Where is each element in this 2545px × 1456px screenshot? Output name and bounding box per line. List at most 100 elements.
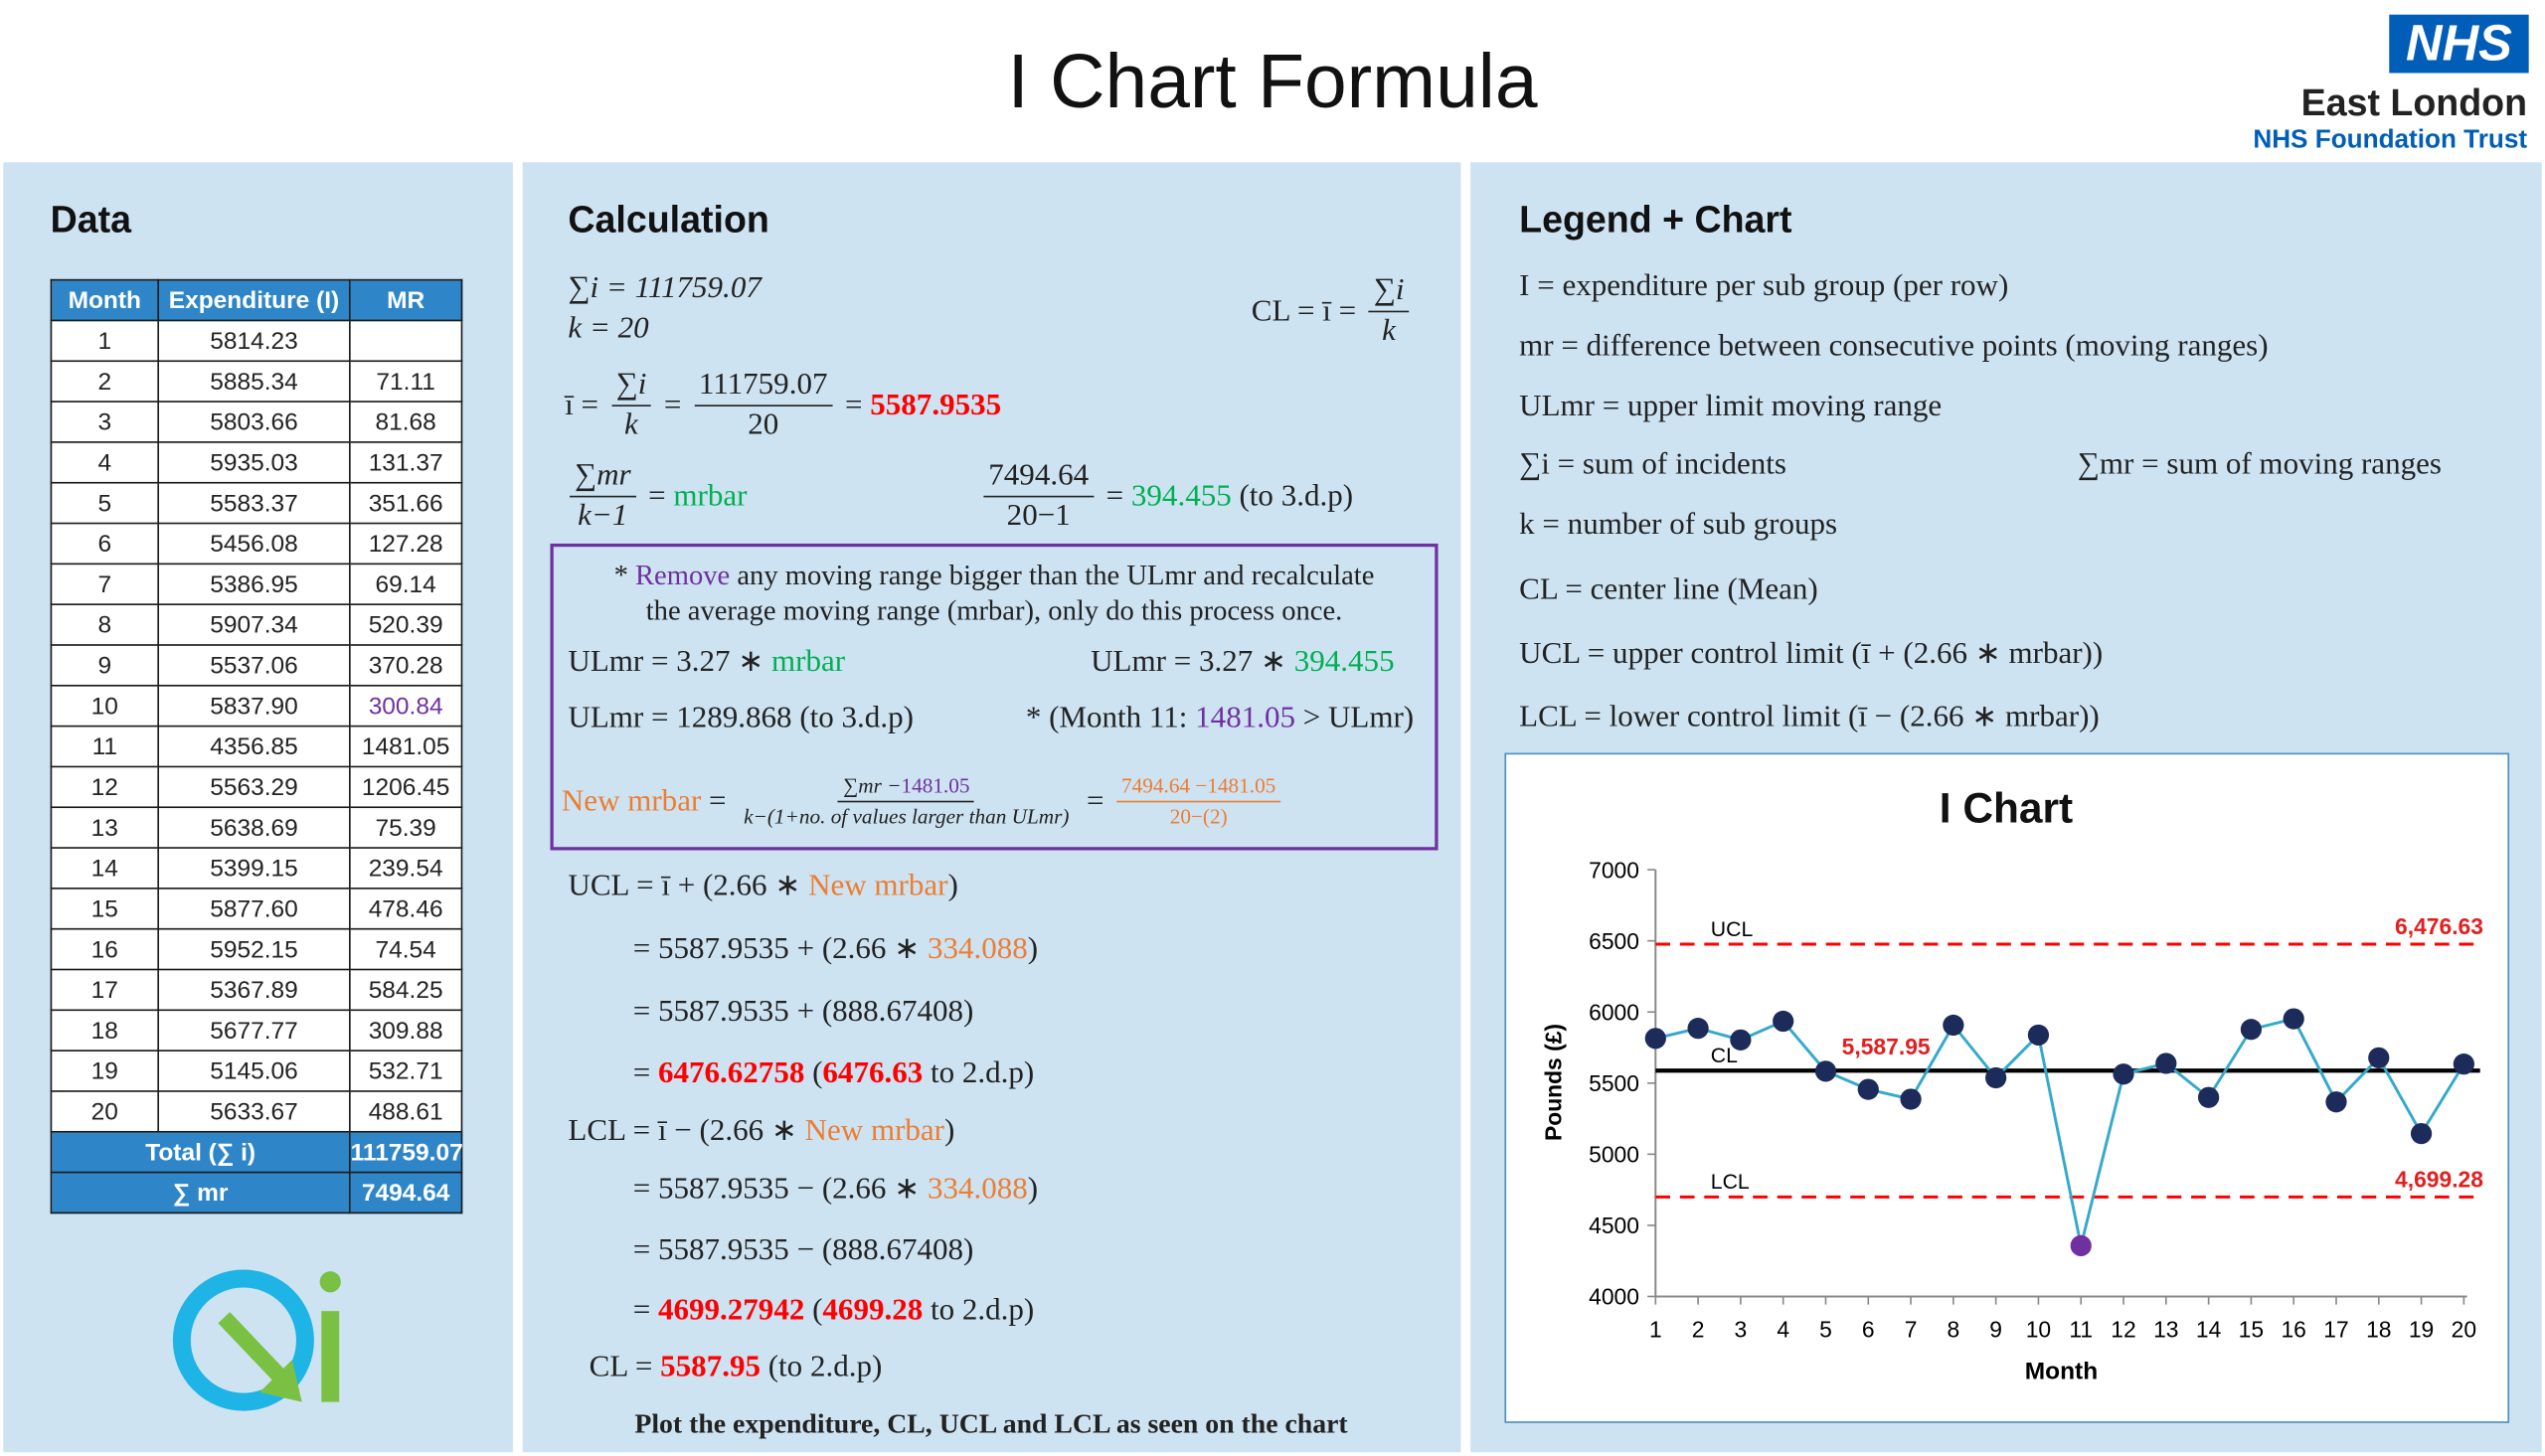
footer-label: Total (∑ i) (50, 1130, 351, 1174)
x-tick-label: 2 (1692, 1316, 1705, 1342)
x-tick-label: 1 (1649, 1316, 1662, 1342)
cell: 488.61 (349, 1090, 463, 1133)
cell: 309.88 (349, 1009, 463, 1052)
row: 13 5638.69 75.39 (50, 806, 463, 849)
numerator: ∑mr −1481.05 (838, 772, 975, 803)
column-header: Month (50, 278, 159, 322)
row: 7 5386.95 69.14 (50, 563, 463, 605)
series-line (1654, 1017, 2465, 1246)
cell: 6 (50, 522, 159, 566)
heading: Calculation (568, 198, 769, 241)
fraction: ∑i k (1368, 273, 1410, 350)
chart-title: I Chart (1940, 785, 2073, 832)
cell: 74.54 (349, 927, 463, 971)
calculation-lines: k−(1+no. of values larger than ULmr) (744, 803, 1070, 829)
data-point (2240, 1019, 2263, 1041)
footer-row: ∑ mr 7494.64 (50, 1171, 463, 1214)
cell: 4356.85 (157, 725, 351, 768)
cell: 11 (50, 725, 159, 768)
calculation-lines: = 5587.9535 + (2.66 ∗ (632, 931, 928, 967)
cell: 584.25 (349, 968, 463, 1012)
reference-value-label: 5,587.95 (1842, 1034, 1931, 1059)
cell: 8 (50, 603, 159, 646)
cell: 5399.15 (157, 847, 351, 890)
data-point (1857, 1078, 1879, 1100)
data-point (1773, 1010, 1794, 1033)
legend-line: UCL = upper control limit (ī + (2.66 ∗ m… (1519, 636, 2104, 672)
row: 19 5145.06 532.71 (50, 1050, 463, 1092)
formula: = 5587.9535 + (2.66 ∗ 334.088) (633, 930, 1038, 968)
row: 1 5814.23 (50, 319, 463, 363)
formula: ULmr = 1289.868 (to 3.d.p) (568, 701, 914, 736)
cell: 5907.34 (157, 603, 351, 646)
calculation-lines: ) (1027, 931, 1039, 966)
calculation-lines: to 2.d.p) (923, 1293, 1035, 1328)
calculation-lines: ∑mr − (843, 772, 902, 798)
calculation-lines: = (837, 388, 871, 422)
cell: 5803.66 (157, 401, 351, 443)
row: 3 5803.66 81.68 (50, 401, 463, 443)
x-tick-label: 10 (2026, 1316, 2051, 1342)
y-tick-label: 4500 (1589, 1213, 1639, 1238)
calculation-lines: * (613, 558, 636, 591)
cell: 81.68 (349, 401, 463, 443)
formula: = 5587.9535 − (2.66 ∗ 334.088) (633, 1171, 1038, 1209)
data-point (1687, 1018, 1709, 1040)
calculation-lines: = (656, 388, 690, 422)
qi-logo (172, 1269, 341, 1411)
calculation-lines: ULmr = 1289.868 (to 3.d.p) (568, 701, 914, 735)
cell: 19 (50, 1050, 159, 1092)
cell: 12 (50, 765, 159, 809)
calculation-lines: = 5587.9535 − (2.66 ∗ (632, 1172, 928, 1207)
calculation-lines: 334.088 (927, 931, 1028, 966)
cell: 15 (50, 888, 159, 930)
cell: 18 (50, 1009, 159, 1052)
data-point (2027, 1024, 2050, 1047)
cell: 5583.37 (157, 481, 351, 525)
cell: 71.11 (349, 360, 463, 403)
x-tick-label: 20 (2452, 1316, 2476, 1342)
fraction: 7494.64 20−1 (983, 458, 1094, 535)
cell: 5145.06 (157, 1050, 351, 1092)
formula: CL = ī = ∑i k (1252, 273, 1414, 350)
note: * Remove any moving range bigger than th… (552, 559, 1437, 592)
nhs-logo: NHS (2389, 14, 2529, 74)
calculation-lines: mrbar (673, 478, 748, 513)
data-point (1814, 1060, 1837, 1082)
calculation-lines: ) (944, 1113, 955, 1148)
calculation-lines: = 5587.9535 − (888.67408) (632, 1232, 974, 1268)
heading: Legend + Chart (1519, 198, 1792, 241)
row: 9 5537.06 370.28 (50, 644, 463, 687)
calculation-lines: New mrbar (808, 868, 948, 902)
data-point (2453, 1053, 2474, 1075)
formula: New mrbar = ∑mr −1481.05 k−(1+no. of valu… (562, 773, 1285, 830)
calculation-lines: ∑i (1368, 273, 1410, 313)
data-point (1730, 1029, 1752, 1051)
legend-line: ULmr = upper limit moving range (1519, 389, 1943, 424)
cell: 5837.90 (157, 684, 351, 728)
row: 18 5677.77 309.88 (50, 1009, 463, 1052)
note: the average moving range (mrbar), only d… (552, 594, 1437, 628)
formula: ULmr = 3.27 ∗ 394.455 (1091, 643, 1394, 681)
logo-ring (172, 1269, 314, 1411)
cell: 69.14 (349, 563, 463, 605)
calculation-lines: ( (804, 1055, 823, 1091)
y-tick-label: 5000 (1589, 1142, 1639, 1168)
row: 15 5877.60 478.46 (50, 888, 463, 930)
calculation-lines: ∑i (610, 368, 652, 406)
trust: NHS Foundation Trust (2253, 126, 2528, 155)
reference-name: LCL (1711, 1171, 1750, 1194)
formula: 7494.64 20−1 = 394.455 (to 3.d.p) (978, 458, 1353, 535)
cell: 75.39 (349, 806, 463, 849)
calculation-lines: 20−(2) (1169, 803, 1228, 829)
cell: 17 (50, 968, 159, 1012)
x-tick-label: 8 (1947, 1316, 1959, 1342)
title: I Chart Formula (1007, 37, 1538, 124)
calculation-lines: 111759.07 (694, 368, 833, 406)
logo-i-dot (319, 1271, 341, 1293)
reference-value-label: 4,699.28 (2395, 1167, 2483, 1193)
x-tick-label: 12 (2111, 1316, 2135, 1342)
calculation-lines: to 2.d.p) (923, 1055, 1035, 1091)
x-tick-label: 7 (1905, 1316, 1918, 1342)
data-point (2113, 1063, 2134, 1085)
